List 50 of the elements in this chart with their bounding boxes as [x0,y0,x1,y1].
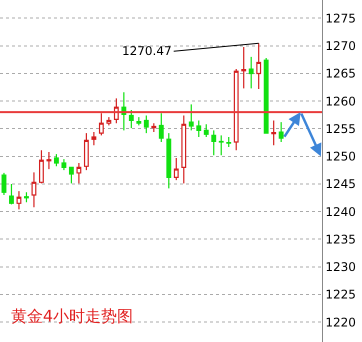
candlestick [128,109,134,129]
candlestick [76,162,82,184]
candlestick [151,122,156,133]
candlestick [271,120,276,146]
candlestick [106,116,112,126]
candlestick [234,68,239,151]
candlestick [46,151,52,170]
candlestick [68,166,74,184]
candlestick [196,120,202,138]
candlestick [91,131,96,146]
candlestick [32,172,36,208]
candlestick [188,104,194,131]
y-tick-label: 1235 [325,232,356,246]
y-tick-label: 1220 [325,315,356,330]
candlestick [166,132,172,189]
candlestick [248,56,254,89]
candlestick [158,112,164,143]
annotation: 1270.47 [122,44,172,58]
candlestick [181,114,186,184]
y-tick-label: 1230 [325,260,356,274]
candlestick [264,57,269,134]
candlestick [38,150,44,184]
text: 黄金4小时走势图 [10,306,134,326]
y-tick-label: 1275 [325,11,356,26]
candlestick [9,183,14,206]
candlestick [218,134,224,156]
candlestick [54,154,59,167]
candlestick [136,116,142,126]
candlestick [211,130,216,156]
candlestick [61,158,66,171]
candlestick [98,112,104,136]
candlestick [16,190,22,210]
candlestick [256,42,262,90]
candlestick [204,124,209,138]
y-tick-label: 1265 [325,66,356,81]
candlestick [174,157,179,181]
candlestick [278,122,284,143]
candlestick [84,132,89,171]
y-tick-label: 1225 [325,288,356,302]
y-tick-label: 1255 [325,122,356,136]
candlestick [241,46,246,89]
candlestick [2,172,6,196]
y-tick-label: 1250 [325,150,356,164]
y-tick-label: 1245 [325,177,356,192]
candlestick [24,192,29,203]
y-tick-label: 1240 [325,204,356,219]
y-tick-label: 1260 [325,94,356,108]
candlestick [144,114,149,134]
y-tick-label: 1270 [325,39,356,54]
candlestick [226,136,232,148]
